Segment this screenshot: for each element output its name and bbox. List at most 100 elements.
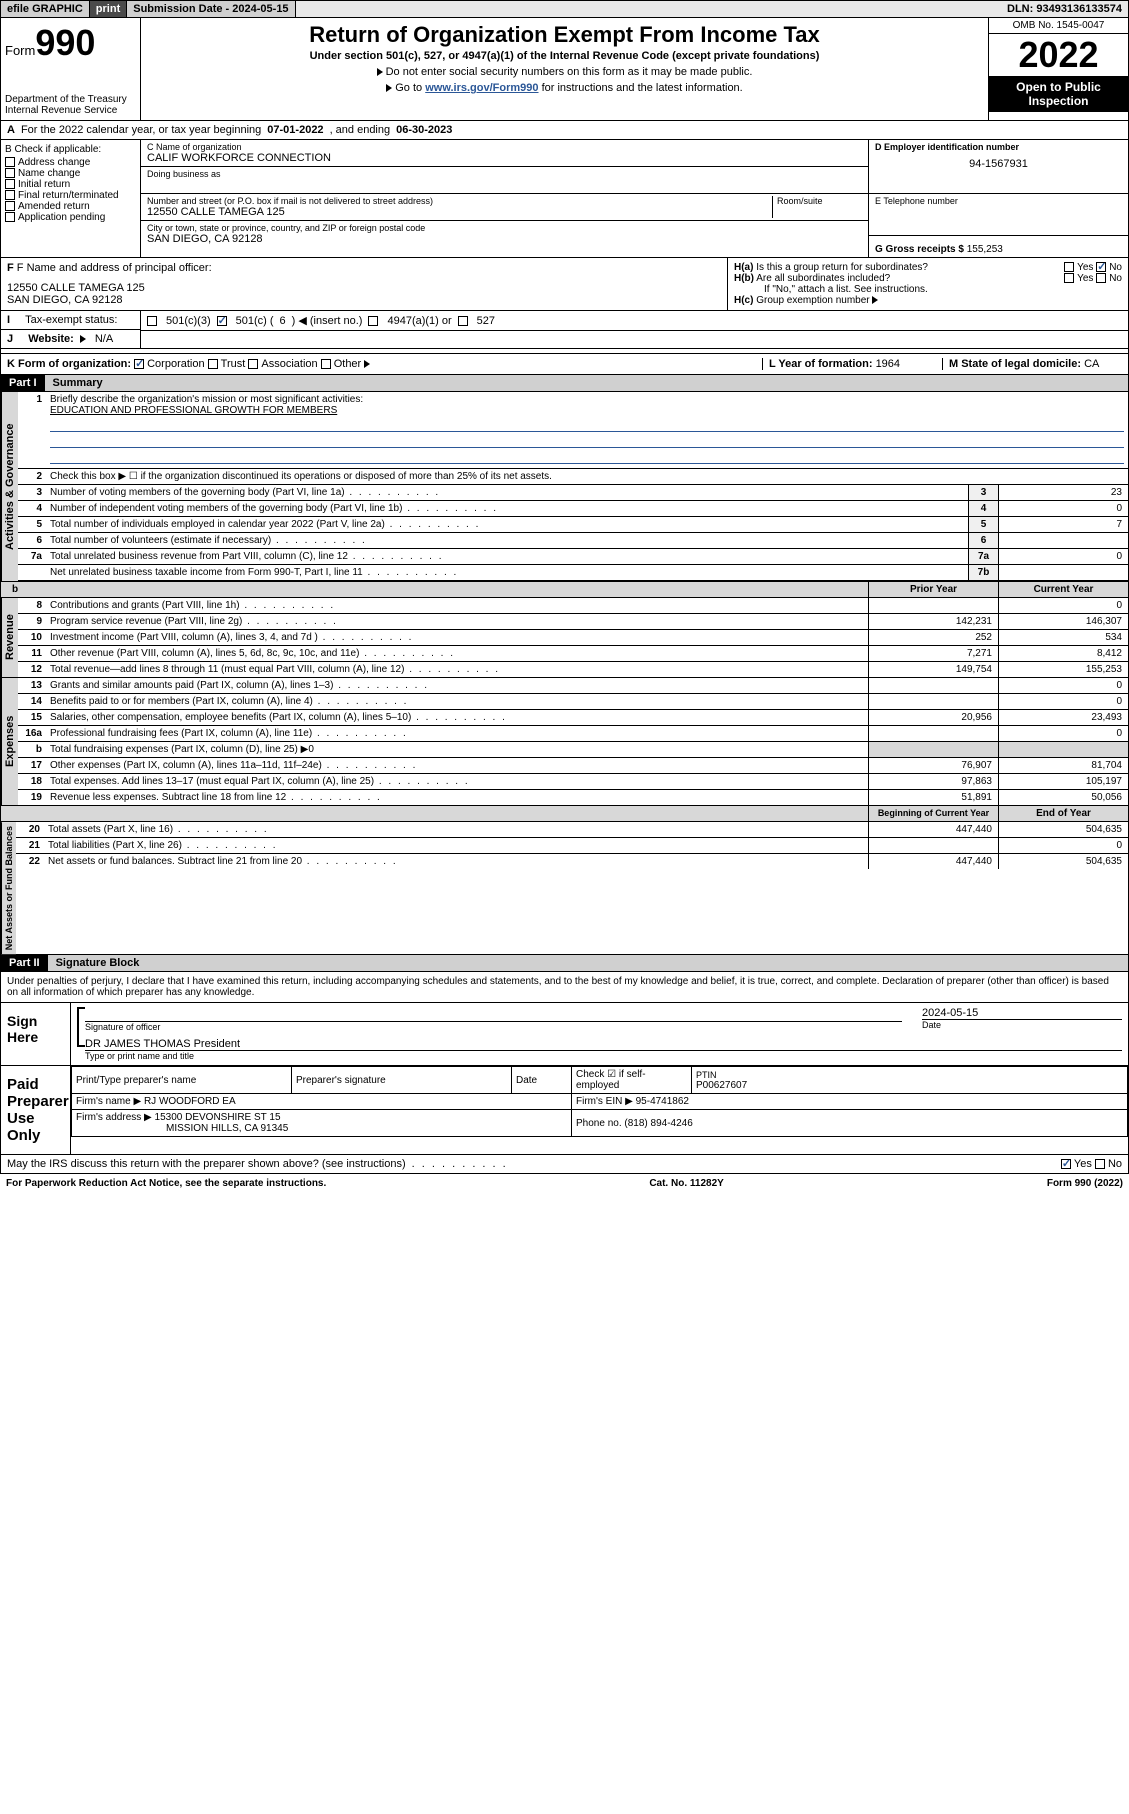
chk-final-return[interactable]: Final return/terminated [5, 190, 136, 201]
line-a-tax-year: A For the 2022 calendar year, or tax yea… [0, 121, 1129, 140]
form-of-org: K Form of organization: Corporation Trus… [7, 358, 762, 370]
entity-info-block: B Check if applicable: Address change Na… [0, 140, 1129, 258]
paid-preparer-label: Paid Preparer Use Only [1, 1066, 71, 1154]
year-formation: L Year of formation: 1964 [762, 358, 942, 370]
footer-left: For Paperwork Reduction Act Notice, see … [6, 1178, 326, 1189]
chk-address-change[interactable]: Address change [5, 157, 136, 168]
chk-initial-return[interactable]: Initial return [5, 179, 136, 190]
table-row: 7aTotal unrelated business revenue from … [18, 549, 1128, 565]
table-row: 5Total number of individuals employed in… [18, 517, 1128, 533]
sign-here-label: Sign Here [1, 1003, 71, 1065]
sig-officer-label: Signature of officer [85, 1022, 902, 1032]
bracket-icon [77, 1007, 85, 1047]
phone-cell: E Telephone number [869, 194, 1128, 236]
street-cell: Number and street (or P.O. box if mail i… [141, 194, 868, 221]
rev-header-row: b Prior Year Current Year [0, 581, 1129, 598]
tab-net-assets: Net Assets or Fund Balances [1, 822, 16, 954]
tax-exempt-status: 501(c)(3) 501(c) (6) ◀ (insert no.) 4947… [141, 311, 1128, 331]
table-row: 4Number of independent voting members of… [18, 501, 1128, 517]
sig-date: 2024-05-15 [922, 1007, 1122, 1019]
page-footer: For Paperwork Reduction Act Notice, see … [0, 1174, 1129, 1193]
preparer-table: Print/Type preparer's name Preparer's si… [71, 1066, 1128, 1137]
form-header: Form990 Department of the Treasury Inter… [0, 18, 1129, 121]
tab-revenue: Revenue [1, 598, 18, 677]
dba-cell: Doing business as [141, 167, 868, 194]
top-bar: efile GRAPHIC print Submission Date - 20… [0, 0, 1129, 18]
table-row: Net unrelated business taxable income fr… [18, 565, 1128, 581]
h-c-exemption: H(c) Group exemption number [734, 295, 1122, 306]
table-row: 9Program service revenue (Part VIII, lin… [18, 614, 1128, 630]
line-j-label: J Website: N/A [1, 330, 140, 348]
tab-expenses: Expenses [1, 678, 18, 805]
h-b-note: If "No," attach a list. See instructions… [734, 284, 1122, 295]
table-row: 10Investment income (Part VIII, column (… [18, 630, 1128, 646]
col-b-checkboxes: B Check if applicable: Address change Na… [1, 140, 141, 257]
table-row: 22Net assets or fund balances. Subtract … [16, 854, 1128, 869]
dept-label: Department of the Treasury [5, 94, 136, 105]
tax-year: 2022 [989, 34, 1128, 76]
table-row: 13Grants and similar amounts paid (Part … [18, 678, 1128, 694]
chk-application-pending[interactable]: Application pending [5, 212, 136, 223]
table-row: 12Total revenue—add lines 8 through 11 (… [18, 662, 1128, 677]
table-row: 11Other revenue (Part VIII, column (A), … [18, 646, 1128, 662]
part1-revenue: Revenue 8Contributions and grants (Part … [0, 598, 1129, 677]
gross-receipts-cell: G Gross receipts $ 155,253 [869, 236, 1128, 257]
tab-governance: Activities & Governance [1, 392, 18, 581]
form-note-ssn: Do not enter social security numbers on … [145, 66, 984, 78]
officer-addr1: 12550 CALLE TAMEGA 125 [7, 282, 721, 294]
officer-group-block: F F Name and address of principal office… [0, 258, 1129, 311]
footer-right: Form 990 (2022) [1047, 1178, 1123, 1189]
line-i-label: I Tax-exempt status: [1, 311, 140, 330]
footer-mid: Cat. No. 11282Y [649, 1178, 723, 1189]
table-row: 8Contributions and grants (Part VIII, li… [18, 598, 1128, 614]
table-row: bTotal fundraising expenses (Part IX, co… [18, 742, 1128, 758]
table-row: 6Total number of volunteers (estimate if… [18, 533, 1128, 549]
state-domicile: M State of legal domicile: CA [942, 358, 1122, 370]
principal-officer-label: F F Name and address of principal office… [7, 262, 721, 274]
sign-here-block: Sign Here Signature of officer 2024-05-1… [0, 1003, 1129, 1066]
chk-name-change[interactable]: Name change [5, 168, 136, 179]
print-button[interactable]: print [90, 1, 127, 17]
dln: DLN: 93493136133574 [1001, 1, 1128, 17]
table-row: 16aProfessional fundraising fees (Part I… [18, 726, 1128, 742]
form-note-link: Go to www.irs.gov/Form990 for instructio… [145, 82, 984, 94]
paid-preparer-block: Paid Preparer Use Only Print/Type prepar… [0, 1066, 1129, 1155]
part1-header: Part ISummary [0, 375, 1129, 392]
net-header-row: Beginning of Current Year End of Year [0, 805, 1129, 822]
form-number: Form990 [5, 22, 136, 64]
perjury-declaration: Under penalties of perjury, I declare th… [0, 972, 1129, 1003]
irs-label: Internal Revenue Service [5, 105, 136, 116]
ein-cell: D Employer identification number 94-1567… [869, 140, 1128, 194]
part1-net-assets: Net Assets or Fund Balances 20Total asse… [0, 822, 1129, 955]
city-cell: City or town, state or province, country… [141, 221, 868, 247]
h-b-subordinates: H(b) Are all subordinates included? Yes … [734, 273, 1122, 284]
name-title-label: Type or print name and title [85, 1051, 1122, 1061]
table-row: 21Total liabilities (Part X, line 26)0 [16, 838, 1128, 854]
open-public-badge: Open to Public Inspection [989, 76, 1128, 112]
part1-expenses: Expenses 13Grants and similar amounts pa… [0, 677, 1129, 805]
mission-text: EDUCATION AND PROFESSIONAL GROWTH FOR ME… [50, 405, 337, 416]
chk-amended-return[interactable]: Amended return [5, 201, 136, 212]
table-row: 17Other expenses (Part IX, column (A), l… [18, 758, 1128, 774]
table-row: 15Salaries, other compensation, employee… [18, 710, 1128, 726]
table-row: 18Total expenses. Add lines 13–17 (must … [18, 774, 1128, 790]
org-name-cell: C Name of organization CALIF WORKFORCE C… [141, 140, 868, 167]
submission-date: Submission Date - 2024-05-15 [127, 1, 295, 17]
table-row: 19Revenue less expenses. Subtract line 1… [18, 790, 1128, 805]
form-title: Return of Organization Exempt From Incom… [145, 22, 984, 48]
table-row: 3Number of voting members of the governi… [18, 485, 1128, 501]
line-k-l-m: K Form of organization: Corporation Trus… [0, 354, 1129, 375]
line-2-discontinued: Check this box ▶ ☐ if the organization d… [46, 469, 1128, 484]
date-label: Date [922, 1020, 1122, 1030]
omb-number: OMB No. 1545-0047 [989, 18, 1128, 34]
officer-addr2: SAN DIEGO, CA 92128 [7, 294, 721, 306]
h-a-group-return: H(a) Is this a group return for subordin… [734, 262, 1122, 273]
table-row: 20Total assets (Part X, line 16)447,4405… [16, 822, 1128, 838]
form-subtitle: Under section 501(c), 527, or 4947(a)(1)… [145, 50, 984, 62]
table-row: 14Benefits paid to or for members (Part … [18, 694, 1128, 710]
officer-name-title: DR JAMES THOMAS President [85, 1038, 1122, 1050]
irs-link[interactable]: www.irs.gov/Form990 [425, 82, 538, 94]
may-discuss-row: May the IRS discuss this return with the… [0, 1155, 1129, 1174]
part1-governance: Activities & Governance 1 Briefly descri… [0, 392, 1129, 581]
part2-header: Part IISignature Block [0, 955, 1129, 972]
